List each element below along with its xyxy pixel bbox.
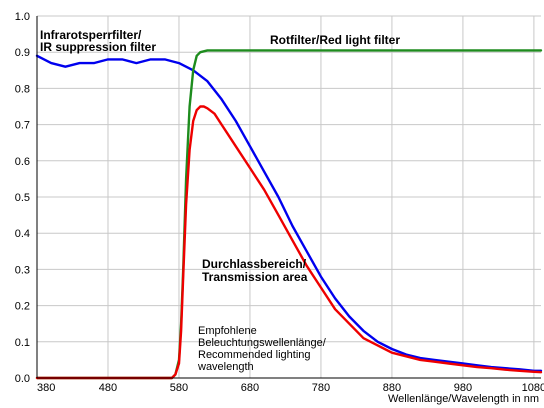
x-tick-label: 1080 [522, 382, 544, 394]
transmission-label-line2: Transmission area [202, 270, 308, 284]
y-tick-label: 0.4 [15, 228, 30, 240]
axes [36, 16, 541, 379]
recommended-label-line1: Empfohlene [198, 325, 257, 337]
ir-filter-label-line1: Infrarotsperrfilter/ [40, 28, 142, 42]
y-tick-label: 0.2 [15, 301, 30, 313]
ir-filter-curve [35, 54, 543, 372]
y-tick-label: 0.8 [15, 83, 30, 95]
transmission-curve [35, 105, 543, 380]
curves [35, 49, 543, 380]
recommended-label-line3: Recommended lighting [198, 349, 311, 361]
transmission-label-line1: Durchlassbereich/ [202, 257, 307, 271]
grid [37, 15, 541, 378]
x-tick-label: 880 [383, 382, 401, 394]
x-tick-label: 780 [312, 382, 330, 394]
y-tick-label: 0.9 [15, 47, 30, 59]
x-tick-label: 680 [241, 382, 259, 394]
red-filter-curve [35, 49, 543, 380]
red-filter-label: Rotfilter/Red light filter [270, 33, 400, 47]
x-tick-label: 380 [37, 382, 55, 394]
y-tick-label: 1.0 [15, 11, 30, 23]
y-tick-label: 0.1 [15, 337, 30, 349]
y-tick-label: 0.0 [15, 373, 30, 385]
tick-labels: 0.0 0.1 0.2 0.3 0.4 0.5 0.6 0.7 0.8 0.9 1.0 380 480 5… [15, 11, 544, 394]
y-tick-label: 0.7 [15, 120, 30, 132]
x-tick-label: 480 [99, 382, 117, 394]
y-tick-label: 0.5 [15, 192, 30, 204]
ir-filter-label-line2: IR suppression filter [40, 40, 156, 54]
x-tick-label: 980 [454, 382, 472, 394]
y-tick-label: 0.6 [15, 156, 30, 168]
x-tick-label: 580 [170, 382, 188, 394]
y-tick-label: 0.3 [15, 264, 30, 276]
recommended-label-line4: wavelength [197, 361, 254, 373]
recommended-label-line2: Beleuchtungswellenlänge/ [198, 337, 327, 349]
x-axis-title: Wellenlänge/Wavelength in nm [388, 393, 539, 405]
